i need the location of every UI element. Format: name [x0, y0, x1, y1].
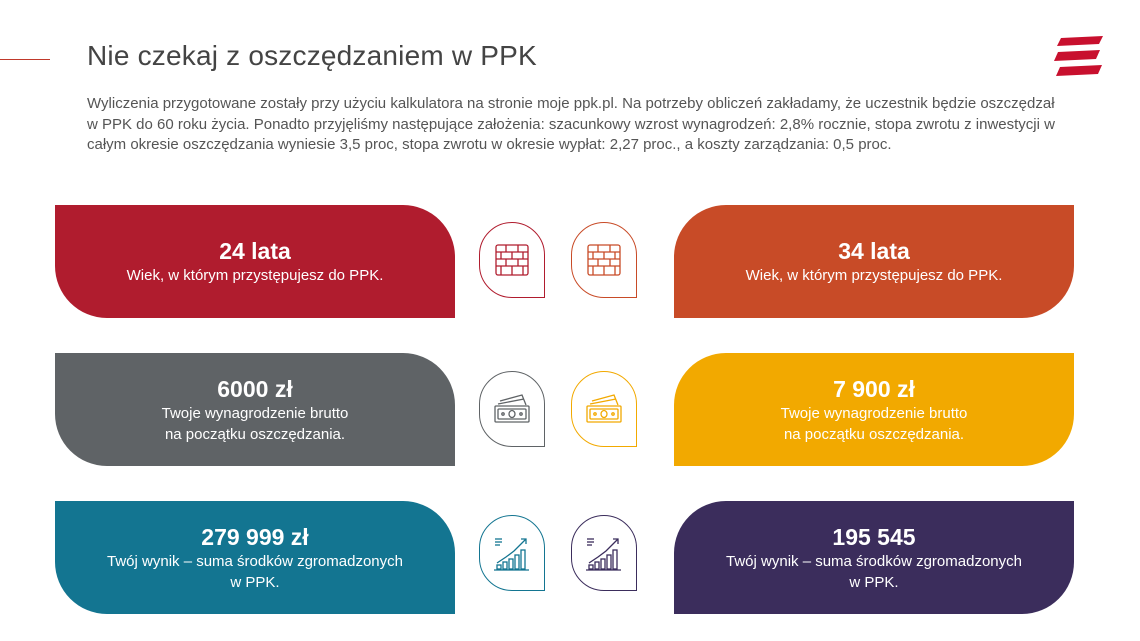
card-salary-right: 7 900 zł Twoje wynagrodzenie brutto na p… — [674, 353, 1074, 466]
card-value: 195 545 — [832, 523, 916, 550]
card-value: 279 999 zł — [201, 523, 309, 550]
growth-chart-icon — [479, 515, 545, 591]
card-value: 7 900 zł — [833, 375, 915, 402]
brick-wall-icon — [571, 222, 637, 298]
card-value: 6000 zł — [217, 375, 293, 402]
brand-logo-icon — [1054, 36, 1103, 76]
brick-wall-icon — [479, 222, 545, 298]
card-value: 34 lata — [838, 238, 910, 264]
card-salary-left: 6000 zł Twoje wynagrodzenie brutto na po… — [55, 353, 455, 466]
card-label: Wiek, w którym przystępujesz do PPK. — [745, 267, 1003, 284]
card-age-right: 34 lata Wiek, w którym przystępujesz do … — [674, 205, 1074, 318]
title-accent-line — [0, 59, 50, 60]
card-label: Twój wynik – suma środków zgromadzonych … — [107, 552, 403, 591]
card-result-left: 279 999 zł Twój wynik – suma środków zgr… — [55, 501, 455, 614]
card-label: Wiek, w którym przystępujesz do PPK. — [126, 267, 384, 284]
description-text: Wyliczenia przygotowane zostały przy uży… — [87, 95, 1055, 153]
page-title: Nie czekaj z oszczędzaniem w PPK — [87, 40, 537, 71]
card-label: Twoje wynagrodzenie brutto na początku o… — [780, 404, 968, 443]
card-age-left: 24 lata Wiek, w którym przystępujesz do … — [55, 205, 455, 318]
growth-chart-icon — [571, 515, 637, 591]
card-value: 24 lata — [219, 238, 291, 264]
card-result-right: 195 545 Twój wynik – suma środków zgroma… — [674, 501, 1074, 614]
banknote-icon — [479, 371, 545, 447]
banknote-icon — [571, 371, 637, 447]
card-label: Twój wynik – suma środków zgromadzonych … — [726, 552, 1022, 591]
card-label: Twoje wynagrodzenie brutto na początku o… — [161, 404, 349, 443]
